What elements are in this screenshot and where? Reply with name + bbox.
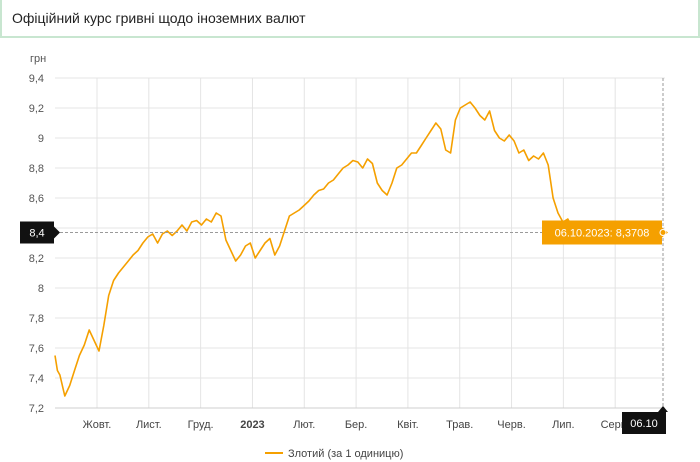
series-line-zloty (54, 101, 663, 397)
y-tick-label: 9,2 (29, 103, 44, 115)
chart-area: 9,4 9,2 9 8,8 8,6 8,4 8,2 8 7,8 7,6 7,4 7,2 грн Жов… (0, 40, 700, 462)
crosshair: 8,4 06.10 06.10.2023: 8,3708 (20, 78, 668, 434)
crosshair-x-label: 06.10 (630, 418, 658, 430)
page-title: Офіційний курс гривні щодо іноземних вал… (12, 10, 306, 26)
y-tick-label: 9,4 (29, 73, 44, 85)
page-header: Офіційний курс гривні щодо іноземних вал… (0, 0, 700, 38)
x-tick-label: Лист. (136, 419, 162, 431)
x-tick-label: Бер. (345, 419, 368, 431)
crosshair-y-badge (20, 221, 54, 244)
y-tick-label: 9 (38, 133, 44, 145)
tooltip-text: 06.10.2023: 8,3708 (555, 228, 650, 240)
crosshair-y-label: 8,4 (29, 228, 44, 240)
y-tick-label: 8,8 (29, 163, 44, 175)
line-chart: 9,4 9,2 9 8,8 8,6 8,4 8,2 8 7,8 7,6 7,4 7,2 грн Жов… (20, 53, 668, 460)
y-tick-label: 8,6 (29, 193, 44, 205)
crosshair-x-badge-arrow (658, 406, 668, 412)
x-tick-label: Лип. (552, 419, 574, 431)
y-tick-label: 7,4 (29, 373, 44, 385)
crosshair-x-badge (622, 412, 666, 434)
y-tick-label: 7,8 (29, 313, 44, 325)
x-tick-label: Черв. (497, 419, 525, 431)
y-axis: 9,4 9,2 9 8,8 8,6 8,4 8,2 8 7,8 7,6 7,4 7,2 (29, 73, 44, 415)
x-tick-label: Жовт. (83, 419, 112, 431)
y-tick-label: 7,6 (29, 343, 44, 355)
hover-point (659, 229, 667, 236)
x-tick-label: 2023 (240, 419, 264, 431)
x-tick-label: Лют. (293, 419, 315, 431)
y-tick-label: 8 (38, 283, 44, 295)
x-tick-label: Трав. (446, 419, 473, 431)
legend[interactable]: Злотий (за 1 одиницю) (265, 448, 403, 460)
legend-label[interactable]: Злотий (за 1 одиницю) (288, 448, 403, 460)
x-axis: Жовт. Лист. Груд. 2023 Лют. Бер. Квіт. Трав. Чер… (55, 407, 665, 431)
x-tick-label: Квіт. (397, 419, 419, 431)
x-tick-label: Груд. (188, 419, 214, 431)
y-axis-unit-label: грн (30, 53, 46, 65)
crosshair-y-badge-arrow (54, 226, 60, 239)
y-tick-label: 7,2 (29, 403, 44, 415)
y-tick-label: 8,2 (29, 253, 44, 265)
tooltip-box (542, 220, 662, 245)
